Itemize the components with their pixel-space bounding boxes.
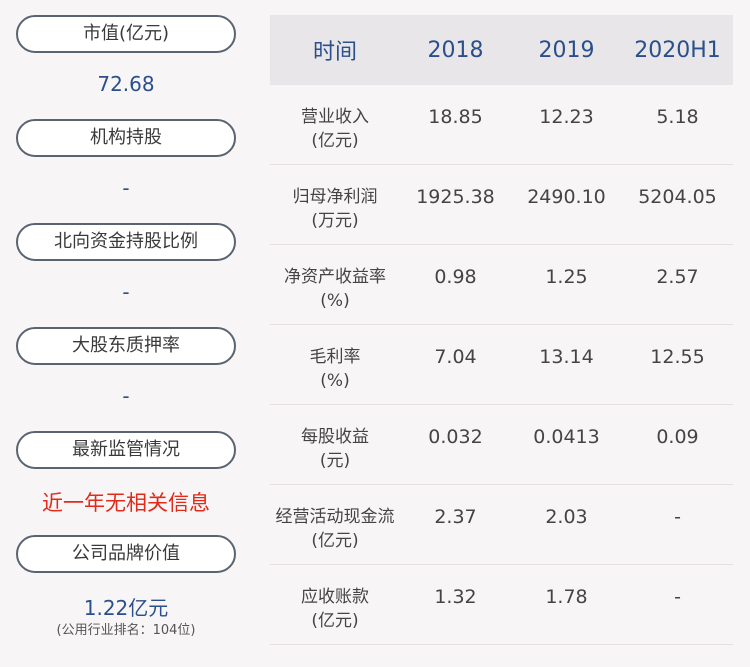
left-summary-panel: 市值(亿元) 72.68 机构持股 - 北向资金持股比例 - 大股东质押率 - … (0, 0, 250, 667)
brand-value-label: 公司品牌价值 (16, 535, 236, 573)
table-cell: 0.0413 (533, 426, 600, 448)
row-label: 经营活动现金流 (亿元) (275, 507, 395, 551)
table-cell: 0.09 (656, 426, 699, 448)
market-cap-label: 市值(亿元) (16, 15, 236, 53)
table-cell: 13.14 (539, 346, 594, 368)
table-cell: 1.25 (545, 266, 588, 288)
table-cell: 5204.05 (638, 186, 717, 208)
institution-holding-value: - (122, 176, 130, 200)
row-label: 应收账款 (亿元) (301, 587, 369, 631)
header-2018: 2018 (427, 37, 484, 63)
table-row: 净资产收益率 (%) 0.98 1.25 2.57 (270, 245, 733, 325)
table-cell: 0.98 (434, 266, 477, 288)
table-cell: 5.18 (656, 106, 699, 128)
header-2019: 2019 (538, 37, 595, 63)
table-cell: 1925.38 (416, 186, 495, 208)
table-cell: - (674, 586, 681, 608)
table-cell: - (674, 506, 681, 528)
table-cell: 12.23 (539, 106, 594, 128)
northbound-ratio-label: 北向资金持股比例 (16, 223, 236, 261)
row-label: 营业收入 (亿元) (301, 107, 369, 151)
regulation-value: 近一年无相关信息 (42, 491, 210, 515)
market-cap-value: 72.68 (97, 72, 155, 96)
table-cell: 12.55 (650, 346, 705, 368)
financial-table: 时间 2018 2019 2020H1 营业收入 (亿元) 18.85 12.23… (270, 15, 733, 645)
header-2020h1: 2020H1 (634, 37, 721, 63)
table-row: 毛利率 (%) 7.04 13.14 12.55 (270, 325, 733, 405)
northbound-ratio-value: - (122, 280, 130, 304)
header-time: 时间 (312, 40, 357, 65)
table-row: 每股收益 (元) 0.032 0.0413 0.09 (270, 405, 733, 485)
brand-rank-note: (公用行业排名：104位) (56, 623, 196, 638)
table-cell: 2.57 (656, 266, 699, 288)
brand-value: 1.22亿元 (83, 596, 169, 620)
table-row: 归母净利润 (万元) 1925.38 2490.10 5204.05 (270, 165, 733, 245)
row-label: 每股收益 (元) (301, 427, 369, 471)
table-cell: 2490.10 (527, 186, 606, 208)
table-cell: 18.85 (428, 106, 483, 128)
table-header: 时间 2018 2019 2020H1 (270, 15, 733, 85)
table-row: 应收账款 (亿元) 1.32 1.78 - (270, 565, 733, 645)
table-cell: 1.78 (545, 586, 588, 608)
table-cell: 1.32 (434, 586, 477, 608)
row-label: 归母净利润 (万元) (292, 187, 378, 231)
table-row: 经营活动现金流 (亿元) 2.37 2.03 - (270, 485, 733, 565)
pledge-ratio-value: - (122, 384, 130, 408)
table-row: 营业收入 (亿元) 18.85 12.23 5.18 (270, 85, 733, 165)
row-label: 毛利率 (%) (309, 347, 361, 391)
pledge-ratio-label: 大股东质押率 (16, 327, 236, 365)
table-cell: 2.03 (545, 506, 588, 528)
regulation-label: 最新监管情况 (16, 431, 236, 469)
row-label: 净资产收益率 (%) (284, 267, 386, 311)
table-cell: 7.04 (434, 346, 477, 368)
institution-holding-label: 机构持股 (16, 119, 236, 157)
table-cell: 2.37 (434, 506, 477, 528)
table-cell: 0.032 (428, 426, 483, 448)
